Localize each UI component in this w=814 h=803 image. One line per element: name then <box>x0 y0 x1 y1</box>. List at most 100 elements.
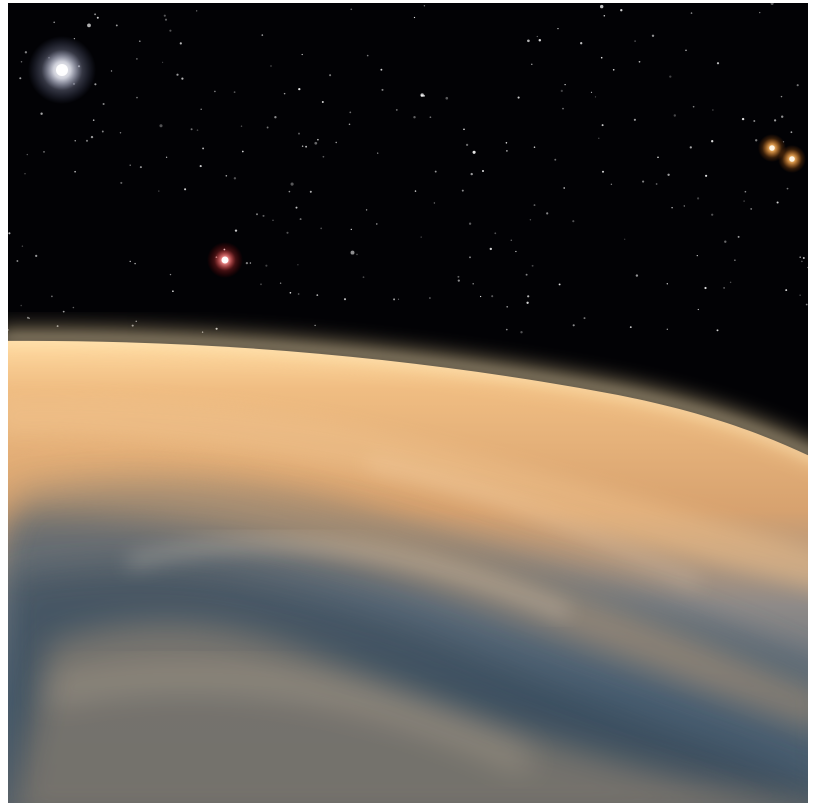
star-dot <box>320 227 323 230</box>
star-dot <box>716 329 719 332</box>
star-dot <box>301 145 304 147</box>
star-dot <box>119 132 122 134</box>
star-dot <box>468 222 472 225</box>
star-dot <box>297 293 300 295</box>
star-dot <box>697 197 700 200</box>
star-dot <box>515 250 517 253</box>
star-dot <box>689 146 692 149</box>
star-dot <box>491 295 494 298</box>
star-dot <box>801 260 803 263</box>
star-dot <box>705 174 708 177</box>
star-dot <box>92 119 95 121</box>
star-dot <box>245 261 249 265</box>
star-dot <box>554 158 557 161</box>
streak-2 <box>46 670 532 770</box>
star-dot <box>51 295 53 298</box>
star-dot <box>580 42 583 45</box>
star-dot <box>184 188 187 191</box>
star-dot <box>241 150 244 153</box>
star-dot <box>633 118 636 121</box>
star-dot <box>457 275 460 278</box>
star-dot <box>729 281 732 284</box>
star-dot <box>94 13 97 16</box>
star-dot <box>620 9 623 12</box>
cloud-band-1 <box>8 397 808 588</box>
star-dot <box>295 206 298 209</box>
star-dot <box>600 56 603 59</box>
star-dot <box>785 289 788 292</box>
star-dot <box>196 10 198 12</box>
star-red-core <box>221 256 229 264</box>
star-dot <box>494 232 497 235</box>
star-dot <box>525 273 528 276</box>
star-dot <box>770 3 774 5</box>
streak-1 <box>126 538 570 618</box>
star-dot <box>179 42 182 45</box>
star-dot <box>87 23 91 28</box>
star-dot <box>169 29 172 32</box>
star-dot <box>538 39 542 42</box>
star-dot <box>776 201 779 204</box>
star-dot <box>393 298 396 301</box>
star-dot <box>737 235 740 238</box>
star-dot <box>348 123 351 126</box>
star-dot <box>43 151 45 153</box>
star-dot <box>786 187 789 190</box>
star-dot <box>305 145 307 148</box>
star-dot <box>56 325 59 328</box>
star-dot <box>753 120 756 122</box>
star-dot <box>560 89 563 93</box>
star-dot <box>202 147 205 150</box>
star-dot <box>807 266 808 269</box>
star-dot <box>510 239 513 241</box>
star-dot <box>805 303 808 306</box>
atmosphere-rim <box>8 337 808 455</box>
star-dot <box>290 182 294 186</box>
star-dot <box>759 11 761 14</box>
star-dot <box>265 264 268 267</box>
star-dot <box>261 34 264 36</box>
star-dot <box>590 91 593 93</box>
star-dot <box>529 219 532 221</box>
star-dot <box>350 8 353 11</box>
star-dot <box>657 156 659 159</box>
star-dot <box>286 231 289 234</box>
star-dot <box>102 102 105 106</box>
star-dot <box>74 140 76 142</box>
star-dot <box>558 283 561 286</box>
star-dot <box>612 68 615 71</box>
star-dot <box>685 49 687 52</box>
star-dot <box>136 58 138 60</box>
star-dot <box>279 282 282 284</box>
star-dot <box>214 90 216 93</box>
star-dot <box>610 183 613 185</box>
star-dot <box>115 24 118 27</box>
star-dot <box>53 21 56 24</box>
star-dot <box>19 77 22 80</box>
star-dot <box>135 320 137 322</box>
star-dot <box>377 152 379 154</box>
star-dot <box>598 137 600 139</box>
star-dot <box>505 328 508 331</box>
star-dot <box>526 301 529 304</box>
star-dot <box>72 306 75 309</box>
star-dot <box>433 202 436 204</box>
bright-stars <box>28 36 806 278</box>
star-dot <box>669 75 672 78</box>
star-dot <box>583 317 586 320</box>
star-dot <box>666 328 668 330</box>
star-orange-1-core <box>769 145 775 151</box>
star-dot <box>414 190 417 192</box>
star-dot <box>24 51 28 54</box>
star-dot <box>343 298 347 301</box>
star-dot <box>572 324 575 327</box>
star-dot <box>600 4 604 9</box>
star-dot <box>420 236 422 238</box>
star-dot <box>520 331 523 334</box>
star-dot <box>234 229 238 232</box>
star-dot <box>26 153 29 156</box>
star-dot <box>697 308 699 311</box>
star-dot <box>799 256 801 258</box>
star-dot <box>741 117 745 121</box>
star-dot <box>517 96 520 99</box>
